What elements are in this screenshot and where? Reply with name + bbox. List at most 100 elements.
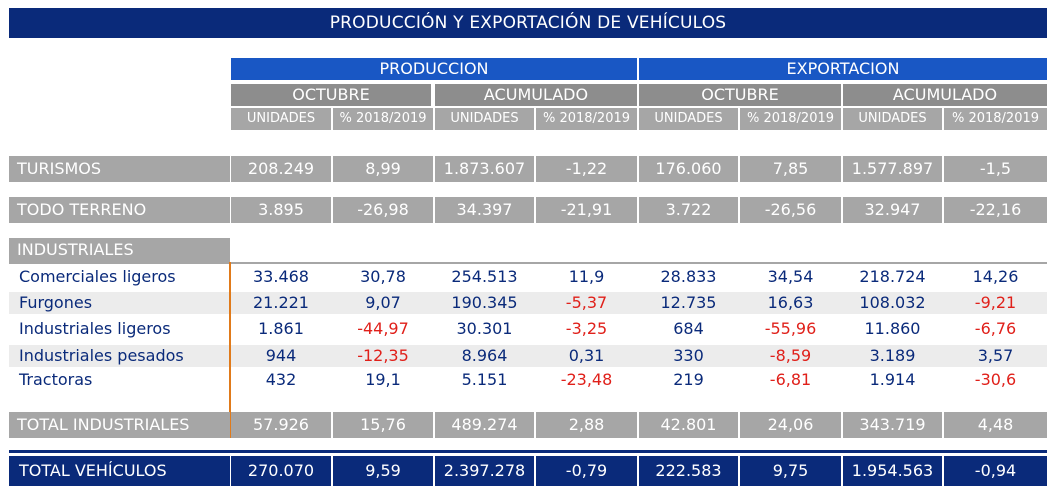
todo-terreno-cell: -21,91 xyxy=(536,197,637,223)
table-row-label: Furgones xyxy=(19,293,93,312)
table-cell: 254.513 xyxy=(451,267,518,286)
table-cell: 3.189 xyxy=(869,346,916,365)
table-cell: 30.301 xyxy=(456,319,513,338)
table-cell: 28.833 xyxy=(660,267,717,286)
table-cell: 11.860 xyxy=(864,319,921,338)
table-cell: 330 xyxy=(673,346,704,365)
table-cell: 19,1 xyxy=(365,370,401,389)
turismos-cell: 8,99 xyxy=(333,156,433,182)
total-industriales-cell: 57.926 xyxy=(231,412,331,438)
total-vehiculos-cell: -0,79 xyxy=(536,456,637,486)
table-cell: 5.151 xyxy=(461,370,508,389)
table-cell: 8.964 xyxy=(461,346,508,365)
total-industriales-cell: 489.274 xyxy=(435,412,534,438)
todo-terreno-cell: 32.947 xyxy=(843,197,942,223)
total-vehiculos-cell: 222.583 xyxy=(639,456,738,486)
column-header: % 2018/2019 xyxy=(944,108,1047,130)
industriales-divider xyxy=(9,262,1047,264)
turismos-cell: 1.577.897 xyxy=(843,156,942,182)
group-header-produccion: PRODUCCION xyxy=(231,58,637,80)
column-header: % 2018/2019 xyxy=(333,108,433,130)
column-header: UNIDADES xyxy=(843,108,942,130)
table-cell: 16,63 xyxy=(767,293,814,312)
table-row-label: Industriales pesados xyxy=(19,346,184,365)
table-cell: -30,6 xyxy=(974,370,1017,389)
column-header: % 2018/2019 xyxy=(536,108,637,130)
todo-terreno-cell: -22,16 xyxy=(944,197,1047,223)
total-vehiculos-label: TOTAL VEHÍCULOS xyxy=(9,456,230,486)
total-vehiculos-cell: 270.070 xyxy=(231,456,331,486)
table-title: PRODUCCIÓN Y EXPORTACIÓN DE VEHÍCULOS xyxy=(9,8,1047,38)
total-industriales-cell: 2,88 xyxy=(536,412,637,438)
table-cell: 0,31 xyxy=(568,346,605,365)
table-cell: -23,48 xyxy=(560,370,613,389)
table-cell: 21.221 xyxy=(253,293,309,312)
table-cell: -9,21 xyxy=(974,293,1017,312)
row-stripe xyxy=(9,292,1047,314)
table-cell: 3,57 xyxy=(977,346,1014,365)
total-industriales-cell: 42.801 xyxy=(639,412,738,438)
todo-terreno-cell: 3.895 xyxy=(231,197,331,223)
todo-terreno-cell: -26,98 xyxy=(333,197,433,223)
total-vehiculos-cell: 2.397.278 xyxy=(435,456,534,486)
table-row-label: Tractoras xyxy=(19,370,93,389)
table-cell: -6,81 xyxy=(769,370,812,389)
table-cell: 432 xyxy=(265,370,297,389)
table-cell: 12.735 xyxy=(660,293,717,312)
total-industriales-cell: 24,06 xyxy=(740,412,841,438)
subgroup-header: OCTUBRE xyxy=(231,84,431,106)
table-cell: 11,9 xyxy=(568,267,605,286)
subgroup-header: ACUMULADO xyxy=(435,84,637,106)
industriales-accent-line xyxy=(229,262,231,438)
table-cell: -6,76 xyxy=(974,319,1017,338)
column-header: UNIDADES xyxy=(435,108,534,130)
table-cell: -12,35 xyxy=(357,346,409,365)
todo-terreno-cell: -26,56 xyxy=(740,197,841,223)
table-cell: 30,78 xyxy=(360,267,406,286)
turismos-cell: -1,5 xyxy=(944,156,1047,182)
table-row-label: Industriales ligeros xyxy=(19,319,171,338)
total-vehiculos-cell: 9,75 xyxy=(740,456,841,486)
table-cell: -3,25 xyxy=(565,319,608,338)
total-industriales-label: TOTAL INDUSTRIALES xyxy=(9,412,230,438)
total-industriales-cell: 4,48 xyxy=(944,412,1047,438)
table-cell: -55,96 xyxy=(764,319,817,338)
turismos-label: TURISMOS xyxy=(9,156,230,182)
todo-terreno-label: TODO TERRENO xyxy=(9,197,230,223)
table-cell: -5,37 xyxy=(565,293,608,312)
subgroup-header: ACUMULADO xyxy=(843,84,1047,106)
column-header: UNIDADES xyxy=(231,108,331,130)
table-cell: 1.914 xyxy=(869,370,916,389)
industriales-header: INDUSTRIALES xyxy=(9,238,230,262)
table-cell: 34,54 xyxy=(767,267,814,286)
table-cell: 190.345 xyxy=(451,293,518,312)
table-cell: 108.032 xyxy=(859,293,926,312)
table-cell: 944 xyxy=(265,346,297,365)
turismos-cell: 1.873.607 xyxy=(435,156,534,182)
todo-terreno-cell: 3.722 xyxy=(639,197,738,223)
table-cell: -8,59 xyxy=(769,346,812,365)
turismos-cell: 208.249 xyxy=(231,156,331,182)
total-vehiculos-cell: 1.954.563 xyxy=(843,456,942,486)
total-industriales-cell: 343.719 xyxy=(843,412,942,438)
row-stripe xyxy=(9,345,1047,367)
group-header-exportacion: EXPORTACION xyxy=(639,58,1047,80)
subgroup-header: OCTUBRE xyxy=(639,84,841,106)
turismos-cell: 7,85 xyxy=(740,156,841,182)
todo-terreno-cell: 34.397 xyxy=(435,197,534,223)
table-cell: 1.861 xyxy=(258,319,304,338)
total-industriales-cell: 15,76 xyxy=(333,412,433,438)
column-header: % 2018/2019 xyxy=(740,108,841,130)
turismos-cell: 176.060 xyxy=(639,156,738,182)
table-cell: 218.724 xyxy=(859,267,926,286)
total-divider xyxy=(9,450,1047,453)
table-cell: 219 xyxy=(673,370,704,389)
table-row-label: Comerciales ligeros xyxy=(19,267,176,286)
table-cell: -44,97 xyxy=(357,319,409,338)
table-cell: 14,26 xyxy=(972,267,1019,286)
table-cell: 684 xyxy=(673,319,704,338)
column-header: UNIDADES xyxy=(639,108,738,130)
total-vehiculos-cell: -0,94 xyxy=(944,456,1047,486)
total-vehiculos-cell: 9,59 xyxy=(333,456,433,486)
table-cell: 9,07 xyxy=(365,293,401,312)
